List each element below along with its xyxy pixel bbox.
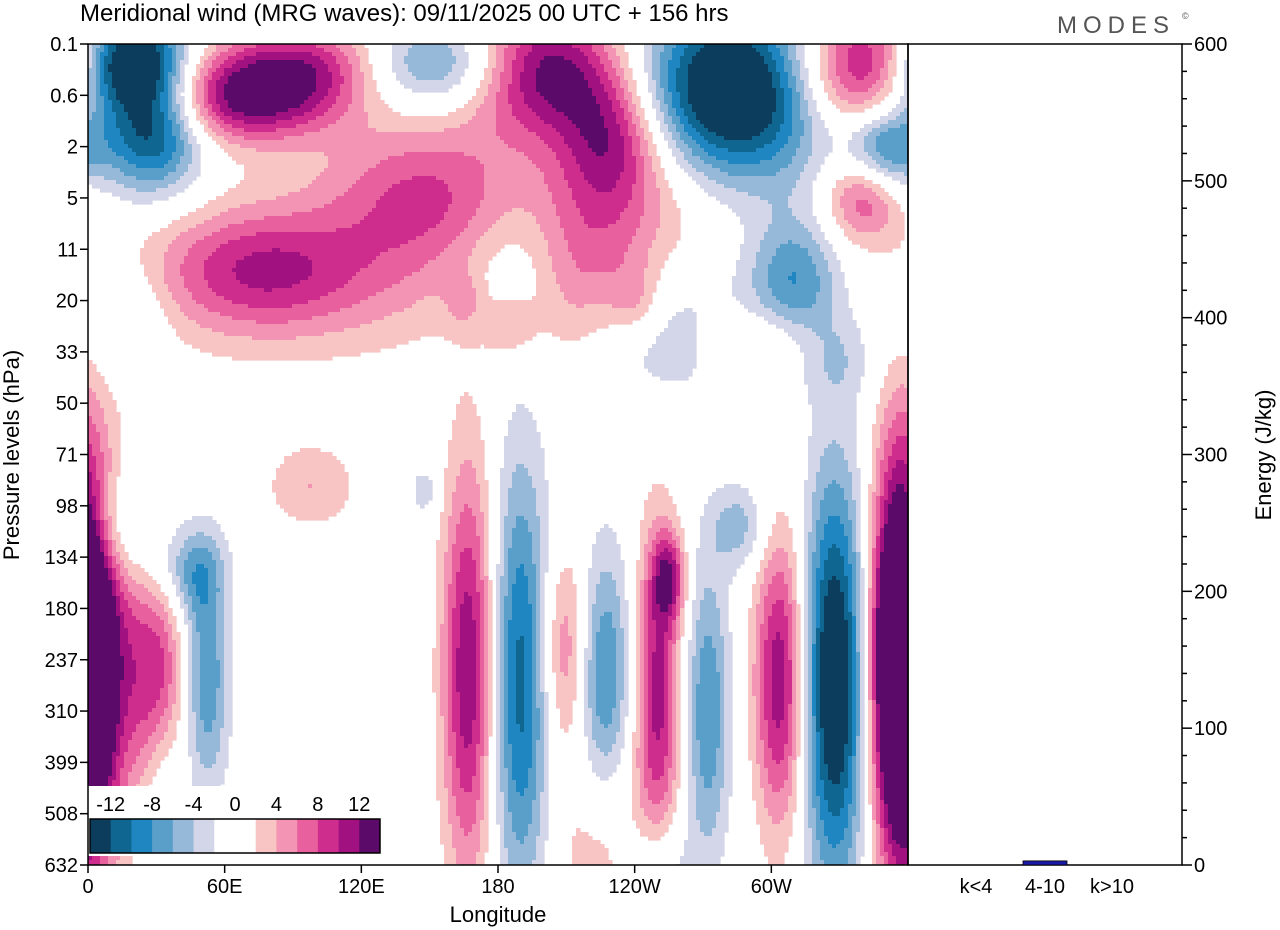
colorbar-swatch (111, 819, 132, 853)
colorbar-label: -8 (143, 794, 161, 816)
energy-tick-label: 400 (1194, 308, 1227, 330)
y-tick-label: 508 (45, 804, 78, 826)
y-tick-label: 50 (56, 393, 78, 415)
y-tick-label: 5 (67, 188, 78, 210)
colorbar-swatch (152, 819, 173, 853)
x-tick-label: 0 (82, 876, 93, 898)
y-tick-label: 632 (45, 855, 78, 877)
wind-field (88, 44, 909, 869)
x-axis-label: Longitude (450, 902, 547, 927)
y-tick-label: 310 (45, 701, 78, 723)
energy-tick-label: 100 (1194, 718, 1227, 740)
colorbar-swatch (339, 819, 360, 853)
energy-tick-label: 0 (1194, 855, 1205, 877)
energy-axis-label: Energy (J/kg) (1251, 390, 1276, 521)
x-tick-label: 120W (609, 876, 661, 898)
colorbar-swatch (297, 819, 318, 853)
y-tick-label: 0.6 (50, 85, 78, 107)
x-tick-label: 60W (751, 876, 792, 898)
x-tick-label: 120E (338, 876, 385, 898)
y-tick-label: 399 (45, 752, 78, 774)
colorbar-label: 8 (312, 794, 323, 816)
energy-plot-frame (908, 44, 1182, 865)
y-tick-label: 20 (56, 291, 78, 313)
colorbar-label: 0 (229, 794, 240, 816)
y-tick-label: 237 (45, 650, 78, 672)
chart-title: Meridional wind (MRG waves): 09/11/2025 … (80, 0, 729, 27)
x-tick-label: 180 (481, 876, 514, 898)
colorbar-swatch (90, 819, 111, 853)
colorbar-label: -12 (96, 794, 125, 816)
y-tick-label: 180 (45, 598, 78, 620)
y-axis-label: Pressure levels (hPa) (0, 350, 24, 560)
colorbar-swatch (318, 819, 339, 853)
energy-tick-label: 500 (1194, 171, 1227, 193)
y-tick-label: 134 (45, 547, 78, 569)
energy-axes: 0 100 200 300 400 500 600 k<4 4-10 k>10 (960, 34, 1228, 898)
energy-bar (1023, 861, 1067, 865)
modes-logo: MODES (1057, 12, 1175, 39)
y-tick-label: 11 (57, 239, 78, 261)
energy-category-label: 4-10 (1025, 876, 1065, 898)
y-tick-label: 33 (56, 342, 78, 364)
y-tick-label: 98 (56, 496, 78, 518)
colorbar-swatch (214, 819, 235, 853)
colorbar-label: 4 (271, 794, 282, 816)
y-tick-label: 2 (67, 137, 78, 159)
x-tick-label: 60E (207, 876, 243, 898)
colorbar-swatch (131, 819, 152, 853)
colorbar-swatch (173, 819, 194, 853)
energy-category-label: k<4 (960, 876, 993, 898)
colorbar-swatch (235, 819, 256, 853)
figure: Meridional wind (MRG waves): 09/11/2025 … (0, 0, 1280, 930)
colorbar: -12 -8 -4 0 4 8 12 (88, 786, 382, 856)
colorbar-swatch (359, 819, 380, 853)
y-tick-label: 71 (56, 445, 78, 467)
colorbar-label: 12 (348, 794, 370, 816)
colorbar-swatch (256, 819, 277, 853)
energy-tick-label: 600 (1194, 34, 1227, 56)
energy-category-label: k>10 (1090, 876, 1134, 898)
y-tick-label: 0.1 (50, 34, 78, 56)
modes-logo-mark: © (1182, 11, 1189, 21)
energy-tick-label: 200 (1194, 581, 1227, 603)
colorbar-label: -4 (185, 794, 203, 816)
colorbar-swatch (276, 819, 297, 853)
energy-tick-label: 300 (1194, 445, 1227, 467)
colorbar-swatch (194, 819, 215, 853)
